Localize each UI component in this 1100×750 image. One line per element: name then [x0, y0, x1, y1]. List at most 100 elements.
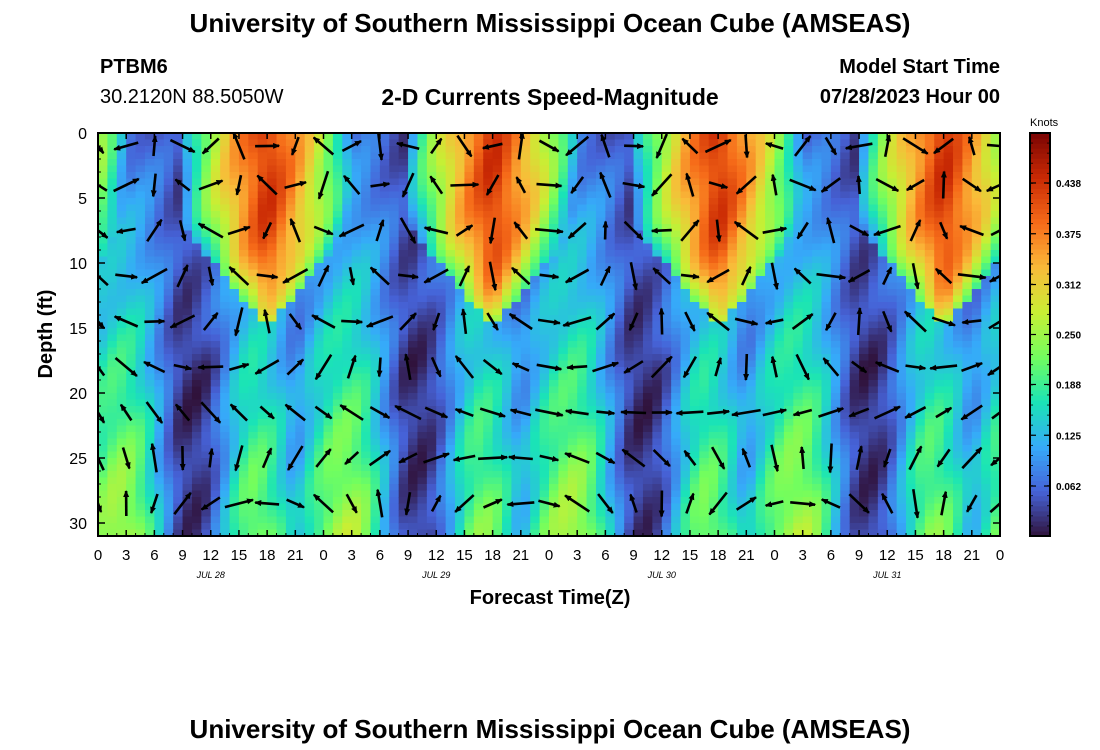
- heatmap-cell: [173, 419, 184, 427]
- heatmap-cell: [671, 302, 682, 310]
- heatmap-cell: [408, 490, 419, 498]
- heatmap-cell: [408, 165, 419, 173]
- heatmap-cell: [98, 133, 108, 141]
- heatmap-cell: [295, 438, 306, 446]
- heatmap-cell: [229, 438, 240, 446]
- heatmap-cell: [793, 516, 804, 524]
- heatmap-cell: [361, 458, 372, 466]
- heatmap-cell: [708, 419, 719, 427]
- heatmap-cell: [135, 471, 146, 479]
- heatmap-cell: [126, 373, 137, 381]
- heatmap-cell: [332, 477, 343, 485]
- heatmap-cell: [98, 432, 108, 440]
- heatmap-cell: [98, 425, 108, 433]
- heatmap-cell: [126, 243, 137, 251]
- heatmap-cell: [840, 139, 851, 147]
- heatmap-cell: [276, 289, 287, 297]
- heatmap-cell: [361, 412, 372, 420]
- heatmap-cell: [398, 178, 409, 186]
- heatmap-cell: [661, 477, 672, 485]
- heatmap-cell: [238, 211, 249, 219]
- heatmap-cell: [455, 289, 466, 297]
- heatmap-cell: [229, 282, 240, 290]
- heatmap-cell: [558, 516, 569, 524]
- heatmap-cell: [173, 393, 184, 401]
- heatmap-cell: [840, 458, 851, 466]
- heatmap-cell: [351, 354, 362, 362]
- heatmap-cell: [417, 445, 428, 453]
- heatmap-cell: [126, 302, 137, 310]
- heatmap-cell: [116, 399, 127, 407]
- heatmap-cell: [144, 419, 155, 427]
- heatmap-cell: [98, 490, 108, 498]
- heatmap-cell: [661, 152, 672, 160]
- heatmap-cell: [323, 432, 334, 440]
- heatmap-cell: [257, 328, 268, 336]
- heatmap-cell: [182, 276, 193, 284]
- heatmap-cell: [530, 367, 541, 375]
- heatmap-cell: [361, 282, 372, 290]
- heatmap-cell: [182, 380, 193, 388]
- heatmap-cell: [126, 458, 137, 466]
- heatmap-cell: [652, 464, 663, 472]
- heatmap-cell: [332, 328, 343, 336]
- heatmap-cell: [201, 412, 212, 420]
- heatmap-cell: [361, 367, 372, 375]
- heatmap-cell: [689, 263, 700, 271]
- heatmap-cell: [530, 198, 541, 206]
- heatmap-cell: [774, 295, 785, 303]
- heatmap-cell: [483, 490, 494, 498]
- heatmap-cell: [812, 204, 823, 212]
- heatmap-cell: [689, 503, 700, 511]
- heatmap-cell: [285, 321, 296, 329]
- heatmap-cell: [417, 289, 428, 297]
- heatmap-cell: [642, 302, 653, 310]
- heatmap-cell: [417, 146, 428, 154]
- heatmap-cell: [201, 204, 212, 212]
- heatmap-cell: [821, 315, 832, 323]
- heatmap-cell: [135, 204, 146, 212]
- heatmap-cell: [163, 451, 174, 459]
- heatmap-cell: [455, 419, 466, 427]
- heatmap-cell: [285, 341, 296, 349]
- heatmap-cell: [276, 224, 287, 232]
- heatmap-cell: [248, 432, 259, 440]
- heatmap-cell: [530, 289, 541, 297]
- heatmap-cell: [671, 438, 682, 446]
- heatmap-cell: [727, 191, 738, 199]
- heatmap-cell: [680, 438, 691, 446]
- heatmap-cell: [267, 243, 278, 251]
- heatmap-cell: [511, 152, 522, 160]
- heatmap-cell: [511, 393, 522, 401]
- heatmap-cell: [642, 386, 653, 394]
- heatmap-cell: [464, 360, 475, 368]
- heatmap-cell: [802, 224, 813, 232]
- heatmap-cell: [605, 269, 616, 277]
- heatmap-cell: [492, 406, 503, 414]
- heatmap-cell: [220, 510, 231, 518]
- heatmap-cell: [699, 211, 710, 219]
- heatmap-cell: [276, 276, 287, 284]
- heatmap-cell: [520, 412, 531, 420]
- heatmap-cell: [671, 178, 682, 186]
- heatmap-cell: [248, 523, 259, 531]
- heatmap-cell: [464, 380, 475, 388]
- heatmap-cell: [126, 152, 137, 160]
- heatmap-cell: [567, 419, 578, 427]
- heatmap-cell: [351, 419, 362, 427]
- heatmap-cell: [342, 321, 353, 329]
- heatmap-cell: [389, 178, 400, 186]
- heatmap-cell: [671, 204, 682, 212]
- heatmap-cell: [154, 159, 165, 167]
- heatmap-cell: [793, 159, 804, 167]
- heatmap-cell: [614, 523, 625, 531]
- heatmap-cell: [304, 243, 315, 251]
- heatmap-cell: [304, 185, 315, 193]
- heatmap-cell: [163, 373, 174, 381]
- heatmap-cell: [436, 198, 447, 206]
- heatmap-cell: [699, 464, 710, 472]
- heatmap-cell: [633, 503, 644, 511]
- heatmap-cell: [765, 211, 776, 219]
- heatmap-cell: [314, 451, 325, 459]
- heatmap-cell: [455, 315, 466, 323]
